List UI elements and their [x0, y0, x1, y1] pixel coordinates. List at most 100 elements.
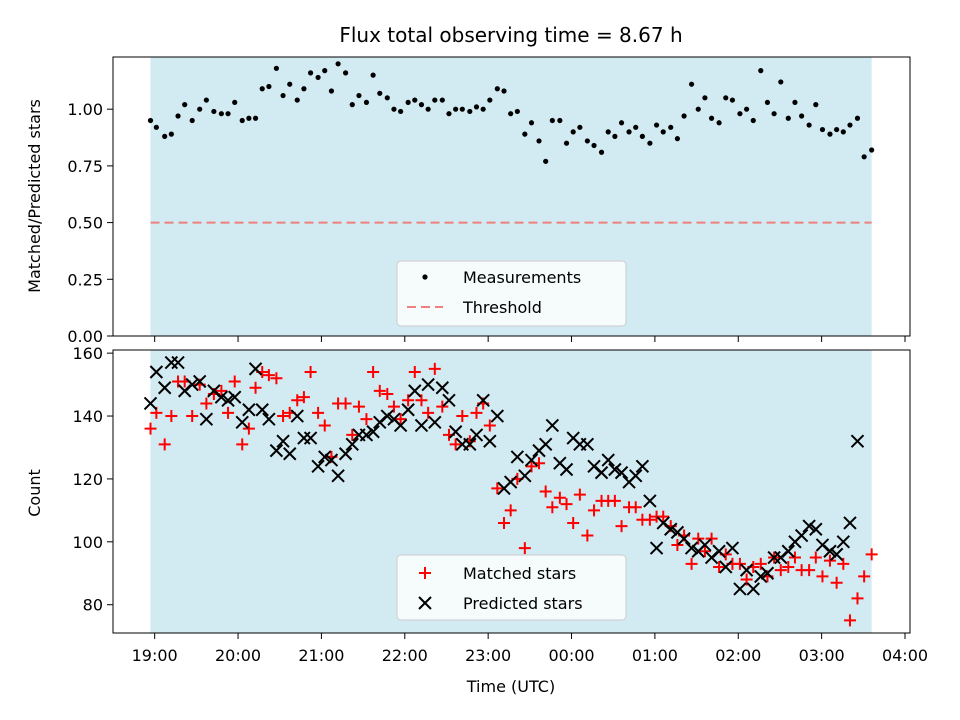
matched-star-marker	[402, 394, 415, 407]
predicted-star-marker	[635, 459, 650, 474]
measurement-point	[294, 97, 300, 103]
matched-star-marker	[346, 428, 359, 441]
predicted-star-marker	[643, 494, 657, 508]
predicted-star-marker	[802, 519, 816, 533]
predicted-star-marker	[510, 450, 525, 464]
measurement-point	[335, 61, 341, 67]
matched-star-marker	[830, 576, 843, 589]
matched-star-marker	[809, 551, 822, 564]
predicted-star-marker	[338, 447, 353, 461]
matched-star-marker	[428, 362, 441, 375]
measurement-point	[813, 102, 819, 108]
matched-star-marker	[858, 570, 871, 583]
matched-star-marker	[671, 538, 684, 551]
measurement-point	[528, 120, 535, 126]
predicted-star-marker	[836, 535, 851, 549]
matched-star-marker	[816, 570, 829, 583]
measurement-point	[473, 104, 480, 110]
measurement-point	[514, 108, 520, 115]
measurement-point	[543, 158, 549, 164]
predicted-star-marker	[719, 560, 733, 574]
measurement-point	[681, 113, 687, 119]
top-legend: Measurements Threshold	[396, 260, 627, 327]
matched-star-marker	[222, 406, 235, 419]
matched-star-marker	[733, 557, 746, 570]
predicted-star-marker	[171, 355, 185, 370]
count-points	[143, 355, 878, 627]
measurement-point	[570, 129, 576, 135]
predicted-star-marker	[214, 390, 229, 404]
matched-star-marker	[352, 400, 365, 413]
predicted-star-marker	[414, 418, 429, 433]
measurement-point	[647, 140, 653, 146]
predicted-star-marker	[649, 541, 664, 555]
measurement-point	[225, 111, 231, 117]
matched-star-marker	[483, 419, 496, 432]
predicted-star-marker	[199, 412, 214, 426]
predicted-star-marker	[518, 469, 532, 483]
predicted-star-marker	[739, 563, 754, 577]
matched-star-marker	[312, 406, 325, 419]
predicted-star-marker	[614, 465, 629, 480]
bottom-xtick-label: 03:00	[799, 646, 845, 665]
measurement-point	[729, 97, 736, 103]
measurement-point	[869, 147, 875, 153]
matched-legend-label: Matched stars	[463, 564, 576, 583]
matched-star-marker	[643, 513, 656, 526]
predicted-star-marker	[463, 437, 477, 452]
predicted-star-marker	[185, 377, 199, 392]
bottom-ytick-label: 80	[83, 596, 103, 615]
matched-star-marker	[387, 400, 400, 413]
bottom-ytick-label: 160	[72, 344, 103, 363]
measurement-point	[439, 97, 445, 103]
matched-star-marker	[270, 372, 283, 385]
matched-star-marker	[415, 394, 428, 407]
predicted-star-marker	[401, 403, 415, 417]
matched-star-marker	[242, 422, 255, 435]
measurement-point	[716, 120, 722, 126]
top-ytick-label: 0.00	[67, 327, 103, 346]
matched-star-marker	[449, 438, 462, 451]
matched-star-marker	[373, 384, 386, 397]
measurement-point	[398, 108, 404, 115]
predicted-star-marker	[248, 362, 263, 376]
measurement-point	[563, 140, 570, 146]
matched-star-marker	[470, 406, 483, 419]
bottom-y-ticks: 80 100 120 140 160	[72, 344, 113, 615]
matched-star-marker	[394, 413, 407, 426]
predicted-star-marker	[677, 531, 691, 546]
measurement-point	[453, 106, 459, 112]
measurement-point	[405, 99, 411, 105]
bottom-xtick-label: 21:00	[298, 646, 344, 665]
matched-star-marker	[518, 542, 531, 555]
measurement-point	[743, 106, 750, 112]
top-y-ticks: 0.00 0.25 0.50 0.75 1.00	[67, 100, 113, 346]
matched-star-marker	[186, 410, 199, 423]
bottom-ytick-label: 100	[72, 533, 103, 552]
bottom-xtick-label: 20:00	[215, 646, 261, 665]
bottom-panel: Count 80 100 120 140 160 19:00 20:00 21:00 22:0…	[25, 344, 928, 696]
measurement-point	[591, 142, 597, 149]
predicted-star-marker	[366, 425, 380, 439]
predicted-star-marker	[476, 393, 490, 408]
predicted-star-marker	[608, 462, 622, 477]
matched-star-marker	[803, 564, 816, 577]
predicted-star-marker	[331, 469, 345, 483]
predicted-star-marker	[664, 522, 678, 536]
bottom-x-ticks: 19:00 20:00 21:00 22:00 23:00 00:00 01:00 02:00…	[132, 633, 928, 665]
predicted-star-marker	[380, 409, 394, 423]
matched-star-marker	[754, 557, 767, 570]
matched-star-marker	[865, 548, 878, 561]
matched-star-marker	[539, 485, 552, 498]
measurement-point	[750, 117, 756, 124]
matched-star-marker	[381, 388, 394, 401]
matched-star-marker	[525, 460, 538, 473]
matched-star-marker	[608, 494, 621, 507]
measurement-point	[239, 117, 245, 124]
predicted-star-marker	[490, 409, 505, 423]
measurement-point	[349, 102, 355, 108]
matched-star-marker	[823, 554, 836, 567]
top-ylabel: Matched/Predicted stars	[25, 99, 44, 293]
measurement-point	[688, 81, 695, 87]
predicted-star-marker	[157, 381, 172, 395]
